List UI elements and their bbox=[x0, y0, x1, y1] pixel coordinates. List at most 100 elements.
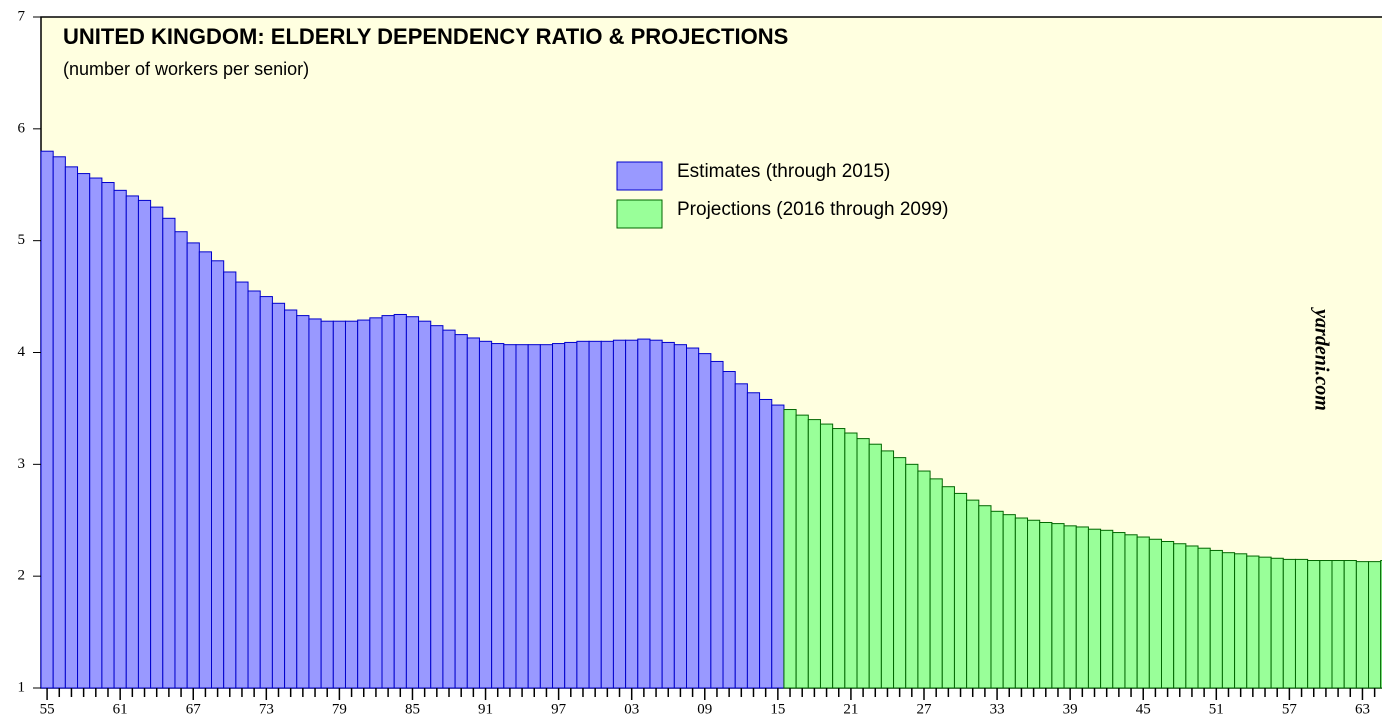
bar bbox=[478, 340, 493, 689]
y-tick-label: 3 bbox=[18, 456, 26, 472]
bar bbox=[89, 177, 103, 689]
bar bbox=[868, 443, 882, 689]
x-tick-label: 15 bbox=[770, 701, 785, 717]
bar bbox=[1234, 553, 1248, 689]
bar bbox=[466, 337, 480, 689]
bar bbox=[1270, 557, 1284, 689]
x-tick-label: 09 bbox=[697, 701, 712, 717]
bar bbox=[1112, 532, 1126, 689]
x-tick-label: 97 bbox=[551, 701, 567, 717]
bar bbox=[686, 347, 700, 689]
bar bbox=[1355, 561, 1370, 689]
bar bbox=[1380, 560, 1382, 689]
bar bbox=[1185, 545, 1199, 689]
x-tick-label: 27 bbox=[917, 701, 933, 717]
bar bbox=[308, 318, 322, 689]
bar bbox=[320, 320, 334, 689]
bar bbox=[1221, 552, 1236, 689]
bar bbox=[52, 156, 66, 689]
bar bbox=[941, 486, 955, 689]
bar bbox=[271, 302, 286, 689]
bar bbox=[101, 182, 115, 689]
bar bbox=[576, 340, 590, 689]
bar bbox=[746, 392, 761, 689]
bar bbox=[795, 414, 809, 689]
x-tick-label: 61 bbox=[113, 701, 128, 717]
bar bbox=[369, 317, 383, 689]
y-tick-label: 7 bbox=[18, 8, 26, 24]
bar bbox=[807, 419, 821, 689]
bar bbox=[284, 309, 298, 689]
bar bbox=[527, 344, 541, 689]
bar bbox=[771, 404, 785, 689]
bar bbox=[917, 470, 931, 689]
bar bbox=[698, 353, 712, 689]
x-tick-label: 39 bbox=[1063, 701, 1078, 717]
bar bbox=[710, 360, 724, 689]
bar bbox=[381, 315, 395, 689]
bar bbox=[637, 338, 651, 689]
bar bbox=[1331, 560, 1345, 689]
bar bbox=[880, 450, 895, 689]
bar bbox=[819, 423, 834, 689]
bar bbox=[832, 428, 846, 689]
chart-title: UNITED KINGDOM: ELDERLY DEPENDENCY RATIO… bbox=[63, 24, 788, 49]
bar bbox=[905, 463, 919, 689]
y-tick-label: 5 bbox=[18, 232, 26, 248]
bar bbox=[929, 478, 943, 689]
bar bbox=[1173, 543, 1187, 689]
bar bbox=[661, 341, 675, 689]
x-tick-label: 67 bbox=[186, 701, 202, 717]
bar bbox=[1100, 529, 1114, 689]
bar bbox=[247, 290, 261, 689]
x-tick-label: 21 bbox=[843, 701, 858, 717]
bar bbox=[418, 320, 432, 689]
bar bbox=[1246, 555, 1260, 689]
bar bbox=[1209, 549, 1223, 689]
bar bbox=[552, 343, 566, 689]
bar bbox=[491, 343, 505, 689]
x-tick-label: 63 bbox=[1355, 701, 1370, 717]
bar bbox=[223, 271, 237, 689]
bar bbox=[1343, 560, 1357, 689]
bar bbox=[1075, 526, 1089, 689]
bar bbox=[503, 344, 517, 689]
bar bbox=[1197, 547, 1211, 689]
bar bbox=[515, 344, 529, 689]
bar bbox=[1258, 556, 1272, 689]
bar bbox=[893, 457, 907, 689]
bar bbox=[442, 329, 456, 689]
bar bbox=[649, 339, 663, 689]
bar bbox=[966, 499, 980, 689]
bar bbox=[64, 166, 79, 689]
bar bbox=[953, 492, 968, 689]
bar bbox=[625, 339, 639, 689]
x-tick-label: 51 bbox=[1209, 701, 1224, 717]
bar bbox=[235, 281, 249, 689]
bar bbox=[125, 195, 139, 689]
bar bbox=[332, 320, 346, 689]
bar bbox=[405, 316, 420, 689]
x-tick-label: 03 bbox=[624, 701, 639, 717]
legend-label: Estimates (through 2015) bbox=[677, 161, 890, 182]
y-tick-label: 4 bbox=[18, 344, 26, 360]
watermark: yardeni.com bbox=[1310, 307, 1332, 411]
bar bbox=[344, 320, 359, 689]
bar bbox=[1319, 560, 1333, 689]
bar bbox=[162, 217, 176, 689]
bar bbox=[1368, 561, 1382, 689]
bar bbox=[113, 189, 127, 689]
legend-swatch bbox=[616, 199, 663, 229]
y-tick-label: 2 bbox=[18, 568, 26, 584]
x-tick-label: 45 bbox=[1136, 701, 1151, 717]
bar bbox=[174, 231, 188, 689]
y-tick-label: 6 bbox=[18, 120, 26, 136]
bar bbox=[211, 260, 225, 689]
legend-swatch bbox=[616, 161, 663, 191]
bar bbox=[1124, 534, 1138, 689]
bar bbox=[198, 251, 213, 689]
bar bbox=[454, 334, 468, 689]
x-tick-label: 91 bbox=[478, 701, 493, 717]
bar bbox=[430, 325, 444, 689]
